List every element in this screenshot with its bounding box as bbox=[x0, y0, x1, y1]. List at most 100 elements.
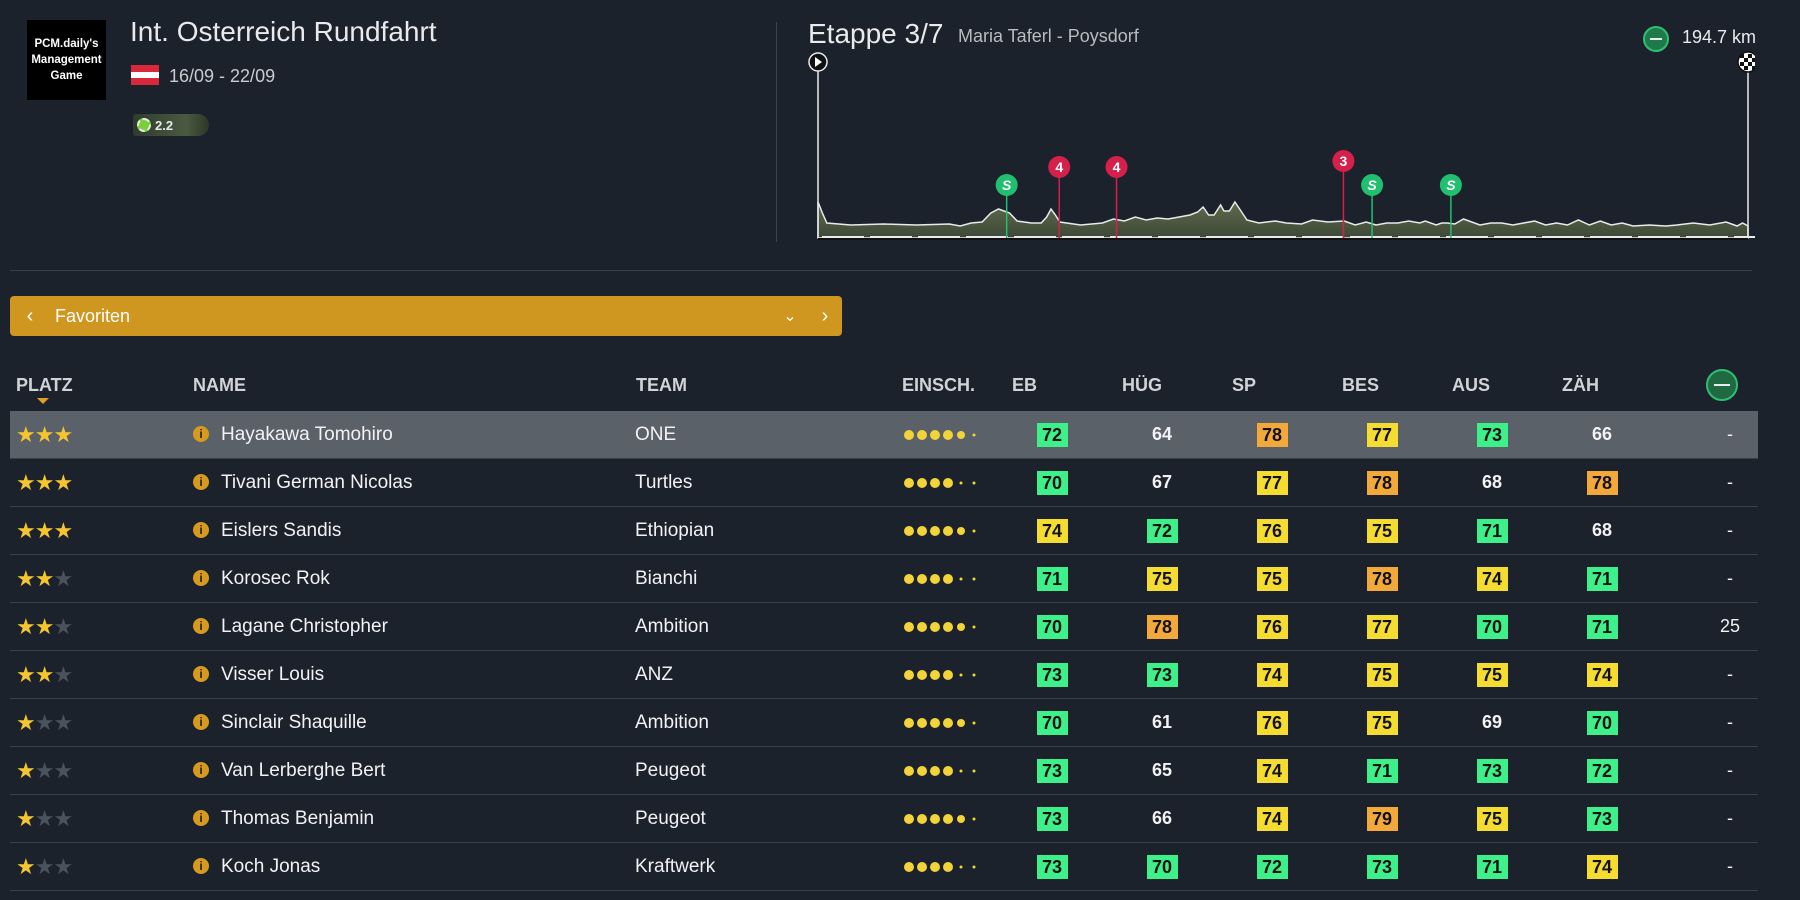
stat-sp: 74 bbox=[1222, 795, 1322, 842]
stat-sp: 75 bbox=[1222, 555, 1322, 602]
stat-bes: 79 bbox=[1332, 795, 1432, 842]
table-row[interactable]: ★ ★ ★ i Lagane Christopher Ambition 70 78 76 77 70… bbox=[10, 603, 1758, 651]
sprint-marker-icon[interactable] bbox=[1439, 174, 1462, 196]
stage-type-value: - bbox=[1727, 760, 1733, 780]
favorite-stars: ★ ★ ★ bbox=[16, 795, 73, 842]
column-header-hug[interactable]: HÜG bbox=[1122, 375, 1162, 395]
stat-value: 75 bbox=[1256, 566, 1288, 591]
stat-bes: 71 bbox=[1332, 747, 1432, 794]
chevron-left-icon: ‹ bbox=[26, 304, 34, 327]
rider-name[interactable]: Visser Louis bbox=[221, 663, 325, 685]
column-header-platz[interactable]: PLATZ bbox=[16, 375, 73, 395]
estimate-dots-icon bbox=[904, 813, 976, 824]
stat-eb: 70 bbox=[1002, 699, 1102, 746]
previous-list-button[interactable]: ‹ bbox=[10, 296, 50, 336]
climb-marker-icon[interactable] bbox=[1048, 156, 1071, 178]
stat-eb: 73 bbox=[1002, 747, 1102, 794]
column-header-name[interactable]: NAME bbox=[193, 375, 246, 395]
favorite-stars: ★ ★ ★ bbox=[16, 699, 73, 746]
stage-profile: S 4 4 3 S S bbox=[808, 51, 1755, 240]
rider-name[interactable]: Lagane Christopher bbox=[221, 615, 388, 637]
stat-eb: 73 bbox=[1002, 843, 1102, 890]
stat-value: 78 bbox=[1366, 566, 1398, 591]
stat-value: 69 bbox=[1481, 712, 1503, 732]
rider-info-icon[interactable]: i bbox=[193, 570, 209, 586]
rider-info-icon[interactable]: i bbox=[193, 474, 209, 490]
header-divider bbox=[776, 22, 777, 242]
favorite-stars: ★ ★ ★ bbox=[16, 651, 73, 698]
stat-value: 71 bbox=[1586, 614, 1618, 639]
stat-value: 78 bbox=[1366, 470, 1398, 495]
stat-bes: 75 bbox=[1332, 699, 1432, 746]
stat-hug: 73 bbox=[1112, 651, 1212, 698]
star-empty-icon: ★ bbox=[53, 853, 73, 879]
rider-name[interactable]: Eislers Sandis bbox=[221, 519, 342, 541]
column-header-zah[interactable]: ZÄH bbox=[1562, 375, 1599, 395]
stat-value: 67 bbox=[1151, 472, 1173, 492]
table-row[interactable]: ★ ★ ★ i Tivani German Nicolas Turtles 70 67 77 78… bbox=[10, 459, 1758, 507]
sprint-marker-icon[interactable] bbox=[1361, 174, 1384, 196]
marker-label: 4 bbox=[1055, 159, 1063, 175]
star-filled-icon: ★ bbox=[16, 613, 36, 639]
column-header-sp[interactable]: SP bbox=[1232, 375, 1257, 395]
stage-type-value: - bbox=[1727, 712, 1733, 732]
table-row[interactable]: ★ ★ ★ i Eislers Sandis Ethiopian 74 72 76 75 71 68- bbox=[10, 507, 1758, 555]
column-header-einsch[interactable]: EINSCH. bbox=[902, 375, 976, 395]
table-row[interactable]: ★ ★ ★ i Koch Jonas Kraftwerk 73 70 72 73 71 74- bbox=[10, 843, 1758, 891]
table-row[interactable]: ★ ★ ★ i Visser Louis ANZ 73 73 74 75 75 74- bbox=[10, 651, 1758, 699]
rider-info-icon[interactable]: i bbox=[193, 522, 209, 538]
climb-marker-icon[interactable] bbox=[1332, 150, 1355, 172]
rider-name[interactable]: Hayakawa Tomohiro bbox=[221, 423, 393, 445]
column-header-eb[interactable]: EB bbox=[1012, 375, 1038, 395]
table-row[interactable]: ★ ★ ★ i Korosec Rok Bianchi 71 75 75 78 74 71- bbox=[10, 555, 1758, 603]
stat-bes: 77 bbox=[1332, 603, 1432, 650]
stat-sp: 74 bbox=[1222, 747, 1322, 794]
list-dropdown-button[interactable]: ⌄ bbox=[770, 296, 810, 336]
list-selector: ‹ Favoriten ⌄ › bbox=[10, 296, 842, 336]
stat-zah: 70 bbox=[1552, 699, 1652, 746]
table-row[interactable]: ★ ★ ★ i Sinclair Shaquille Ambition 70 61 76 75 69… bbox=[10, 699, 1758, 747]
rider-name[interactable]: Tivani German Nicolas bbox=[221, 471, 413, 493]
star-empty-icon: ★ bbox=[53, 805, 73, 831]
rider-info-icon[interactable]: i bbox=[193, 858, 209, 874]
chevron-right-icon: › bbox=[821, 304, 829, 327]
rider-name[interactable]: Thomas Benjamin bbox=[221, 807, 375, 829]
climb-marker-icon[interactable] bbox=[1105, 156, 1128, 178]
stat-eb: 70 bbox=[1002, 603, 1102, 650]
stat-value: 73 bbox=[1036, 806, 1068, 831]
rider-info-icon[interactable]: i bbox=[193, 666, 209, 682]
stat-aus: 71 bbox=[1442, 507, 1542, 554]
rider-info-icon[interactable]: i bbox=[193, 618, 209, 634]
stat-aus: 71 bbox=[1442, 843, 1542, 890]
rider-info-icon[interactable]: i bbox=[193, 810, 209, 826]
stage-type-value: - bbox=[1727, 520, 1733, 540]
rider-info-icon[interactable]: i bbox=[193, 714, 209, 730]
next-list-button[interactable]: › bbox=[805, 296, 845, 336]
estimate-dots-icon bbox=[904, 477, 976, 488]
table-row[interactable]: ★ ★ ★ i Hayakawa Tomohiro ONE 72 64 78 77 73 66- bbox=[10, 411, 1758, 459]
rider-name[interactable]: Sinclair Shaquille bbox=[221, 711, 367, 733]
stage-type-column-icon[interactable] bbox=[1706, 369, 1738, 401]
rider-team: Peugeot bbox=[635, 807, 706, 829]
stage-label: Etappe 3/7 bbox=[808, 18, 944, 49]
stage-type-value: - bbox=[1727, 856, 1733, 876]
stat-value: 70 bbox=[1586, 710, 1618, 735]
rider-name[interactable]: Koch Jonas bbox=[221, 855, 321, 877]
rider-name[interactable]: Van Lerberghe Bert bbox=[221, 759, 386, 781]
flat-stage-icon bbox=[1643, 26, 1669, 52]
column-header-aus[interactable]: AUS bbox=[1452, 375, 1491, 395]
sprint-marker-icon[interactable] bbox=[995, 174, 1018, 196]
selector-label[interactable]: Favoriten bbox=[55, 306, 131, 326]
rider-info-icon[interactable]: i bbox=[193, 762, 209, 778]
stat-hug: 66 bbox=[1112, 795, 1212, 842]
stat-zah: 72 bbox=[1552, 747, 1652, 794]
column-header-bes[interactable]: BES bbox=[1342, 375, 1380, 395]
stat-zah: 74 bbox=[1552, 651, 1652, 698]
stat-value: 74 bbox=[1586, 854, 1618, 879]
column-header-team[interactable]: TEAM bbox=[636, 375, 687, 395]
table-row[interactable]: ★ ★ ★ i Thomas Benjamin Peugeot 73 66 74 79 75 73- bbox=[10, 795, 1758, 843]
table-row[interactable]: ★ ★ ★ i Van Lerberghe Bert Peugeot 73 65 74 71 73 7… bbox=[10, 747, 1758, 795]
rider-info-icon[interactable]: i bbox=[193, 426, 209, 442]
rider-name[interactable]: Korosec Rok bbox=[221, 567, 330, 589]
stat-value: 79 bbox=[1366, 806, 1398, 831]
